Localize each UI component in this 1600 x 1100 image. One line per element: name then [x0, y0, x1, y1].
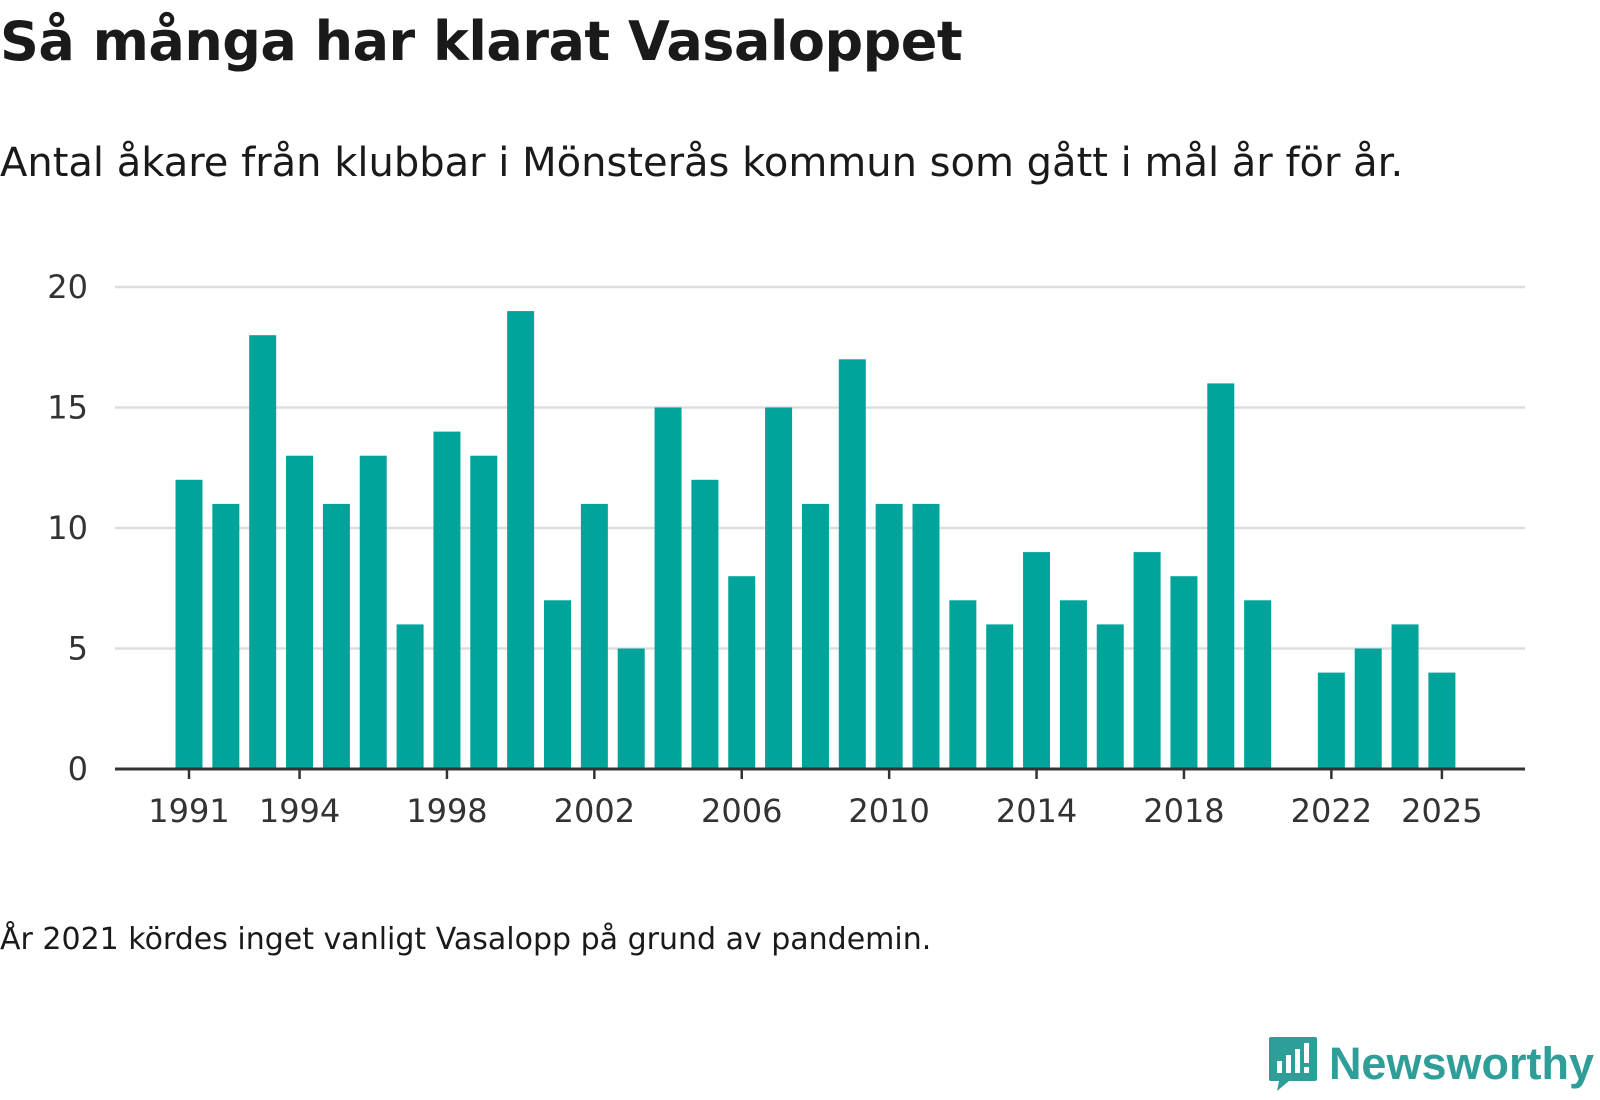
x-tick-label: 2014 [996, 792, 1077, 830]
x-tick-label: 2022 [1291, 792, 1372, 830]
bar-2005[interactable] [691, 479, 719, 769]
bar-2023[interactable] [1354, 648, 1382, 770]
bar-2012[interactable] [949, 600, 977, 769]
bar-2015[interactable] [1059, 600, 1087, 769]
bar-1999[interactable] [470, 455, 498, 769]
bar-2014[interactable] [1023, 552, 1051, 769]
bar-1992[interactable] [212, 503, 240, 769]
newsworthy-logo-icon [1268, 1037, 1317, 1091]
bar-2017[interactable] [1133, 552, 1161, 769]
x-axis [115, 767, 1525, 779]
x-tick-label: 2025 [1401, 792, 1482, 830]
bar-2025[interactable] [1428, 672, 1456, 769]
bar-2010[interactable] [875, 503, 903, 769]
x-tick-label: 2006 [701, 792, 782, 830]
bars [175, 311, 1456, 770]
bar-2019[interactable] [1207, 383, 1235, 769]
bar-2022[interactable] [1317, 672, 1345, 769]
bar-2007[interactable] [765, 407, 793, 770]
x-tick-label: 1994 [259, 792, 340, 830]
brand-name: Newsworthy [1328, 1038, 1594, 1089]
bar-2011[interactable] [912, 503, 940, 769]
bar-2002[interactable] [580, 503, 608, 769]
bar-1991[interactable] [175, 479, 203, 769]
x-tick-label: 2010 [848, 792, 929, 830]
bar-2004[interactable] [654, 407, 682, 770]
bar-2006[interactable] [728, 576, 756, 769]
bar-1993[interactable] [249, 335, 277, 769]
bar-1998[interactable] [433, 431, 461, 769]
bar-2000[interactable] [507, 311, 535, 769]
y-tick-label: 0 [68, 750, 88, 788]
bar-1994[interactable] [286, 455, 314, 769]
footnote: År 2021 kördes inget vanligt Vasalopp på… [0, 922, 932, 957]
chart-subtitle: Antal åkare från klubbar i Mönsterås kom… [0, 140, 1404, 186]
y-tick-label: 5 [68, 630, 88, 668]
bar-2024[interactable] [1391, 624, 1419, 769]
bar-2008[interactable] [801, 503, 829, 769]
y-tick-label: 10 [47, 509, 88, 547]
y-axis-labels: 0 5 10 15 20 [47, 268, 88, 788]
chart-title: Så många har klarat Vasaloppet [0, 10, 963, 73]
brand-logo[interactable]: Newsworthy [1267, 1035, 1594, 1093]
x-tick-label: 2018 [1143, 792, 1224, 830]
bar-1996[interactable] [359, 455, 387, 769]
x-tick-label: 1991 [148, 792, 229, 830]
y-tick-label: 20 [47, 268, 88, 306]
x-axis-labels: 1991 1994 1998 2002 2006 2010 2014 2018 2022 2025 [148, 792, 1482, 830]
bar-1995[interactable] [322, 503, 350, 769]
bar-2020[interactable] [1244, 600, 1272, 769]
bar-2013[interactable] [986, 624, 1014, 769]
y-tick-label: 15 [47, 389, 88, 427]
bar-2018[interactable] [1170, 576, 1198, 769]
x-tick-label: 1998 [406, 792, 487, 830]
bar-1997[interactable] [396, 624, 424, 769]
bar-2003[interactable] [617, 648, 645, 770]
bar-chart: 0 5 10 15 20 1991 1994 1998 2002 2006 2010 2014 201… [47, 268, 1525, 830]
x-tick-label: 2002 [554, 792, 635, 830]
bar-2009[interactable] [838, 359, 866, 769]
bar-2016[interactable] [1096, 624, 1124, 769]
bar-2001[interactable] [544, 600, 571, 769]
